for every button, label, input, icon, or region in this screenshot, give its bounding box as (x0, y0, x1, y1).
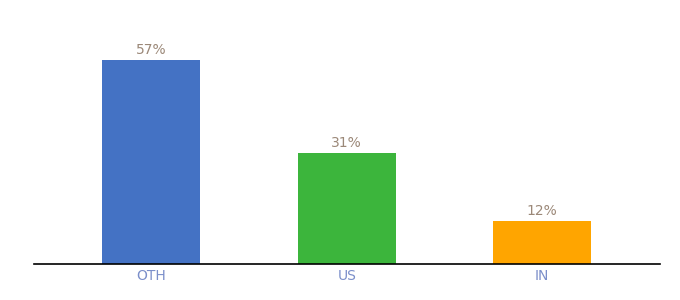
Text: 31%: 31% (331, 136, 362, 150)
Text: 12%: 12% (527, 204, 558, 218)
Bar (103, 60, 200, 264)
Bar (298, 153, 396, 264)
Text: 57%: 57% (136, 44, 167, 58)
Bar (494, 221, 591, 264)
